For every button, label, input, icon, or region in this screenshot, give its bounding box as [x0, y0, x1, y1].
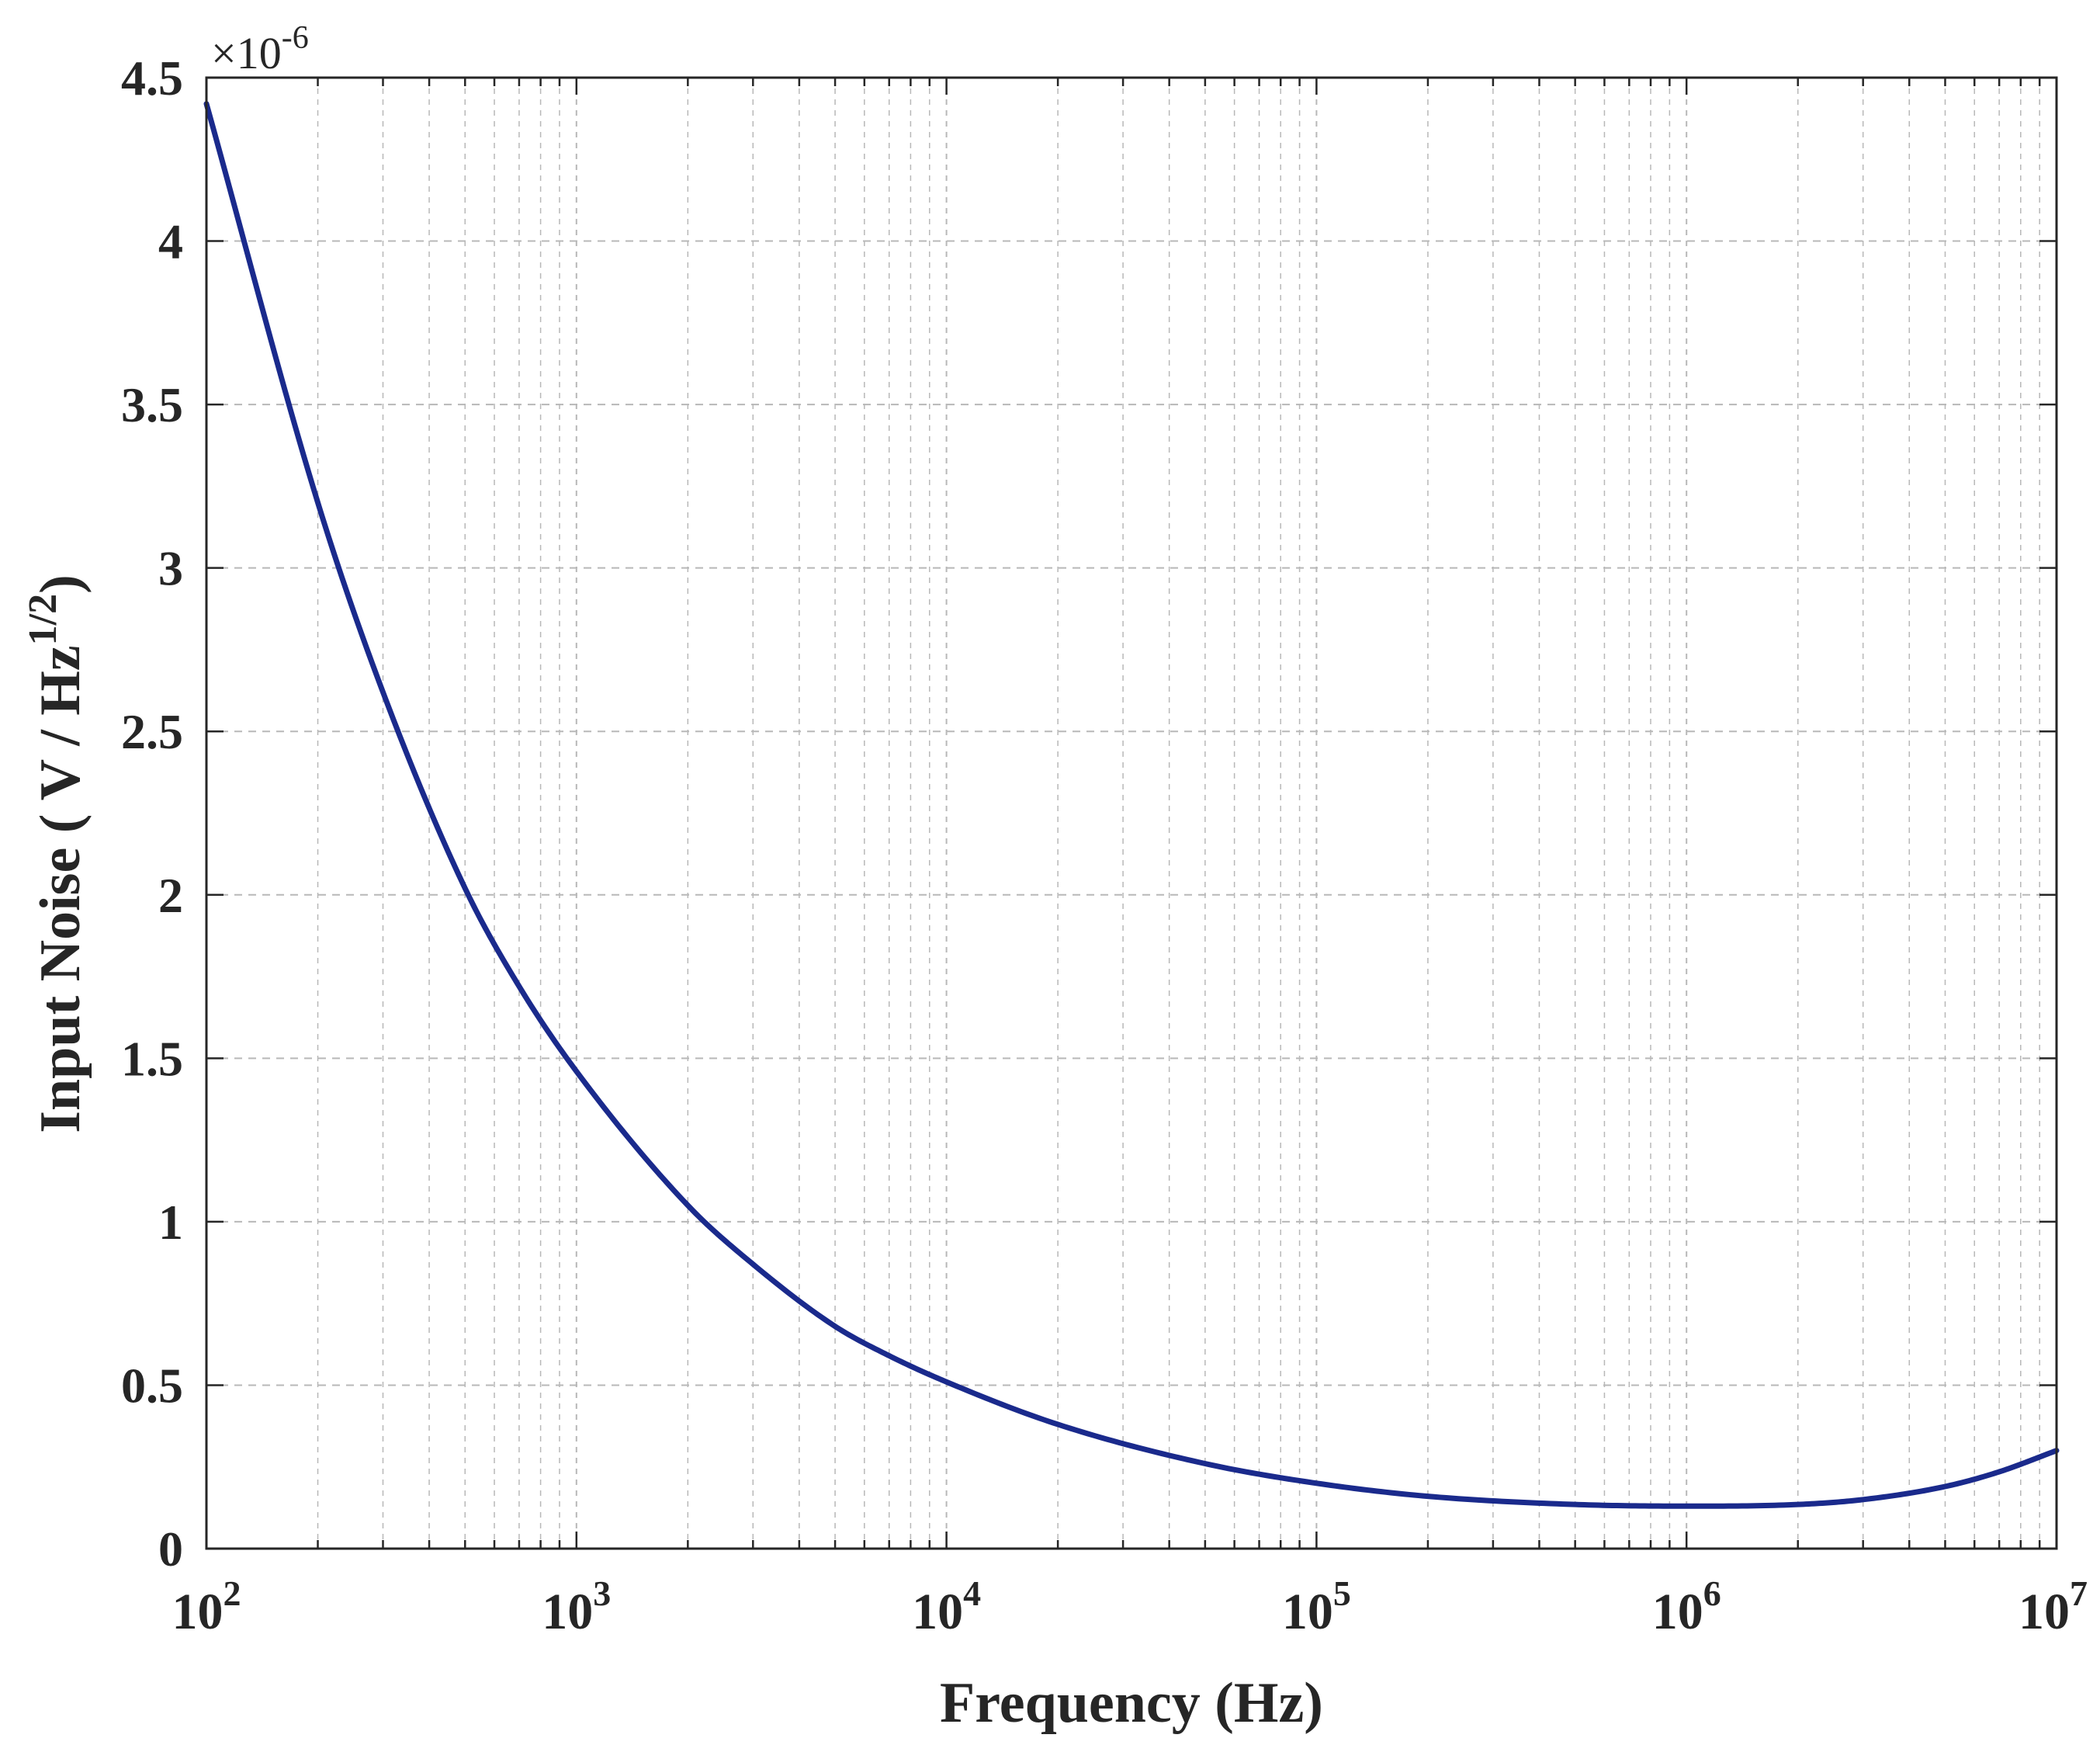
y-tick-label: 4.5 — [121, 50, 183, 106]
x-tick-label-base: 10 — [172, 1584, 224, 1640]
y-tick-label: 2.5 — [121, 704, 183, 759]
x-tick-labels: 102 103 104 105 106 107 — [172, 1573, 2088, 1640]
series-layer — [203, 101, 2060, 1509]
x-tick-label-base: 10 — [912, 1584, 963, 1640]
x-tick-label-exponent: 7 — [2070, 1573, 2088, 1613]
x-tick-label-base: 10 — [1282, 1584, 1333, 1640]
x-tick-label-exponent: 6 — [1703, 1573, 1721, 1613]
y-tick-label: 4 — [158, 214, 183, 269]
y-tick-label: 0 — [158, 1521, 183, 1577]
y-tick-label: 0.5 — [121, 1358, 183, 1413]
x-tick-label: 105 — [1282, 1573, 1351, 1640]
x-tick-label-base: 10 — [542, 1584, 593, 1640]
x-tick-label-base: 10 — [2019, 1584, 2070, 1640]
x-tick-label: 106 — [1652, 1573, 1721, 1640]
y-tick-label: 2 — [158, 868, 183, 923]
y-tick-labels: 0 0.5 1 1.5 2 2.5 3 3.5 4 4.5 — [121, 50, 183, 1577]
y-tick-label: 3.5 — [121, 377, 183, 432]
x-tick-label: 102 — [172, 1573, 241, 1640]
x-axis-title: Frequency (Hz) — [940, 1671, 1323, 1735]
x-tick-label: 104 — [912, 1573, 981, 1640]
plot-frame — [205, 76, 2058, 1550]
x-tick-label-exponent: 5 — [1333, 1573, 1351, 1613]
grid-lines — [206, 78, 2057, 1549]
y-multiplier-label: ×10-6 — [211, 20, 309, 78]
y-axis-title: Input Noise ( V / Hz1/2) — [21, 574, 92, 1133]
tick-marks — [205, 76, 2057, 1550]
y-tick-label: 3 — [158, 541, 183, 596]
x-tick-label-base: 10 — [1652, 1584, 1703, 1640]
y-tick-label: 1.5 — [121, 1031, 183, 1086]
y-tick-label: 1 — [158, 1195, 183, 1250]
x-tick-label-exponent: 3 — [593, 1573, 611, 1613]
x-tick-label-exponent: 2 — [224, 1573, 241, 1613]
x-tick-label: 103 — [542, 1573, 611, 1640]
x-tick-label-exponent: 4 — [963, 1573, 981, 1613]
x-tick-label: 107 — [2019, 1573, 2088, 1640]
noise-curve — [203, 101, 2060, 1509]
